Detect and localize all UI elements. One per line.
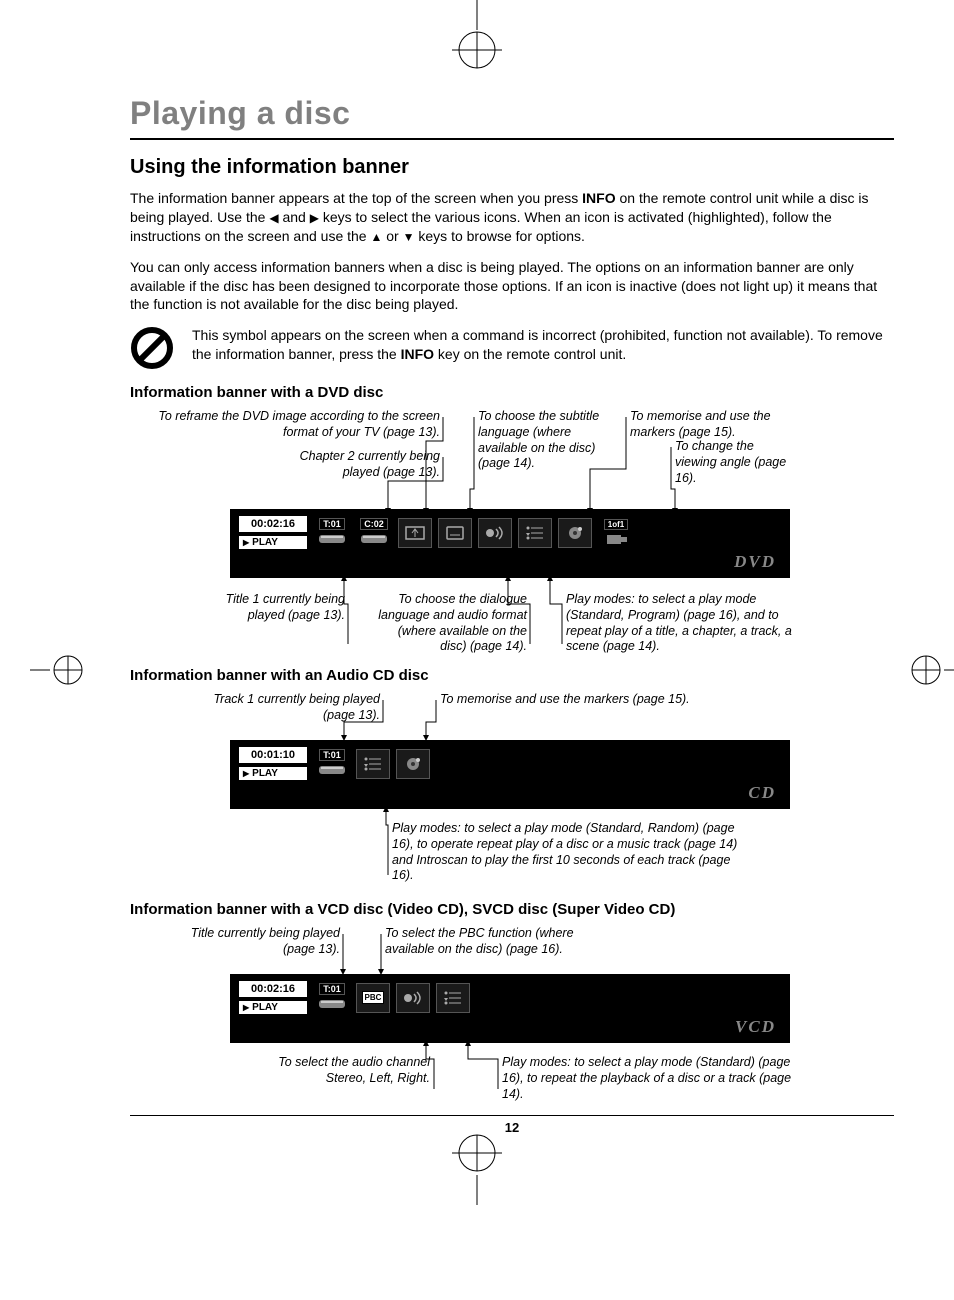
text: keys to browse for options. (415, 228, 585, 244)
cd-track-icon: T:01 (314, 748, 350, 780)
dvd-angle-icon: 1of1 (598, 517, 634, 549)
text: The information banner appears at the to… (130, 190, 582, 206)
dvd-audio-icon (478, 518, 512, 548)
vcd-banner: 00:02:16 ▶PLAY T:01 PBC VCD (230, 974, 790, 1043)
heading-vcd: Information banner with a VCD disc (Vide… (130, 901, 894, 918)
text: PLAY (252, 768, 278, 779)
info-key: INFO (582, 190, 615, 206)
dvd-subtitle-icon (438, 518, 472, 548)
pbc-label: PBC (362, 991, 385, 1004)
cd-banner: 00:01:10 ▶PLAY T:01 CD (230, 740, 790, 809)
cd-time: 00:01:10 (238, 746, 308, 764)
dvd-banner: 00:02:16 ▶PLAY T:01 C:02 (230, 509, 790, 578)
text: PLAY (252, 537, 278, 548)
text: and (279, 209, 310, 225)
vcd-play-status: ▶PLAY (238, 1000, 308, 1015)
dvd-marker-icon (558, 518, 592, 548)
intro-paragraph-1: The information banner appears at the to… (130, 189, 894, 246)
vcd-arrows-top (130, 926, 890, 978)
dvd-playmode-icon (518, 518, 552, 548)
callout-arrows-top (130, 409, 890, 519)
dvd-diagram: To reframe the DVD image according to th… (130, 409, 890, 653)
down-arrow-icon: ▼ (403, 229, 415, 245)
up-arrow-icon: ▲ (370, 229, 382, 245)
angle-count: 1of1 (604, 519, 628, 530)
title-number: T:01 (319, 518, 345, 530)
text: or (382, 228, 402, 244)
dvd-play-status: ▶PLAY (238, 535, 308, 550)
dvd-reframe-icon (398, 518, 432, 548)
dvd-title-icon: T:01 (314, 517, 350, 549)
cd-playmode-icon (356, 749, 390, 779)
note-text: This symbol appears on the screen when a… (192, 326, 894, 364)
heading-dvd: Information banner with a DVD disc (130, 384, 894, 401)
right-arrow-icon: ▶ (310, 210, 319, 226)
cd-arrows-top (130, 692, 890, 744)
left-arrow-icon: ◀ (269, 210, 278, 226)
cd-marker-icon (396, 749, 430, 779)
vcd-audio-icon (396, 983, 430, 1013)
dvd-chapter-icon: C:02 (356, 517, 392, 549)
intro-paragraph-2: You can only access information banners … (130, 258, 894, 315)
cd-play-status: ▶PLAY (238, 766, 308, 781)
vcd-pbc-icon: PBC (356, 983, 390, 1013)
dvd-time: 00:02:16 (238, 515, 308, 533)
chapter-number: C:02 (360, 518, 388, 530)
track-number: T:01 (319, 749, 345, 761)
callout-cd-playmodes: Play modes: to select a play mode (Stand… (392, 821, 752, 884)
vcd-diagram: Title currently being played (page 13). … (130, 926, 890, 1101)
page-title: Playing a disc (130, 95, 894, 140)
page-content: Playing a disc Using the information ban… (0, 0, 954, 1175)
callout-dialogue: To choose the dialogue language and audi… (375, 592, 527, 655)
callout-vcd-playmodes: Play modes: to select a play mode (Stand… (502, 1055, 792, 1102)
heading-cd: Information banner with an Audio CD disc (130, 667, 894, 684)
callout-title: Title 1 currently being played (page 13)… (190, 592, 345, 623)
cd-diagram: Track 1 currently being played (page 13)… (130, 692, 890, 887)
info-key: INFO (401, 346, 434, 362)
section-heading: Using the information banner (130, 156, 894, 179)
vcd-time: 00:02:16 (238, 980, 308, 998)
title-number: T:01 (319, 983, 345, 995)
callout-vcd-audio: To select the audio channel Stereo, Left… (250, 1055, 430, 1086)
vcd-title-icon: T:01 (314, 982, 350, 1014)
prohibit-icon (130, 326, 174, 370)
prohibit-note: This symbol appears on the screen when a… (130, 326, 894, 370)
vcd-playmode-icon (436, 983, 470, 1013)
crop-mark-bottom (437, 1125, 517, 1205)
text: key on the remote control unit. (434, 346, 626, 362)
text: PLAY (252, 1002, 278, 1013)
callout-playmodes: Play modes: to select a play mode (Stand… (566, 592, 796, 655)
